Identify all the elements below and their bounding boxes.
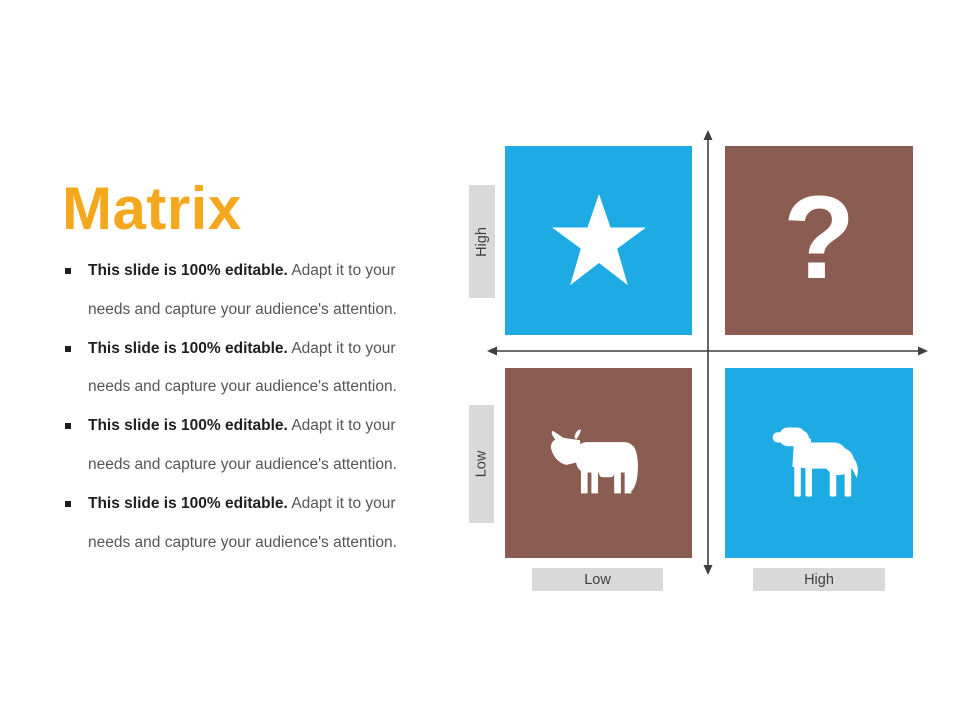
- bullet-item: This slide is 100% editable. Adapt it to…: [64, 252, 422, 330]
- bullet-item: This slide is 100% editable. Adapt it to…: [64, 407, 422, 485]
- cow-icon: [550, 429, 638, 494]
- quadrant-dog: [725, 368, 913, 558]
- bullet-square-icon: [65, 268, 71, 274]
- bullet-bold-text: This slide is 100% editable.: [88, 262, 288, 279]
- y-axis-high-label: High: [469, 185, 495, 298]
- bullet-text: Adapt it to your needs and capture your …: [88, 494, 397, 551]
- bullet-item: This slide is 100% editable. Adapt it to…: [64, 485, 422, 563]
- bullet-text: Adapt it to your needs and capture your …: [88, 339, 397, 396]
- bullet-bold-text: This slide is 100% editable.: [88, 417, 288, 435]
- quadrant-question-mark: ?: [725, 146, 913, 335]
- bullet-square-icon: [65, 345, 71, 352]
- dog-icon: [772, 427, 858, 497]
- bullet-text: Adapt it to your needs and capture your …: [88, 417, 397, 473]
- quadrant-cash-cow: [505, 368, 692, 558]
- bullet-item: This slide is 100% editable. Adapt it to…: [64, 330, 422, 408]
- star-icon: [551, 194, 646, 286]
- quadrant-star: [505, 146, 692, 335]
- bullet-square-icon: [65, 423, 71, 430]
- bullet-text: Adapt it to your needs and capture your …: [88, 262, 397, 318]
- page-title: Matrix: [62, 175, 242, 242]
- bullet-bold-text: This slide is 100% editable.: [88, 339, 288, 357]
- bullet-bold-text: This slide is 100% editable.: [88, 494, 288, 512]
- y-axis-low-label: Low: [469, 405, 494, 523]
- bullet-square-icon: [65, 500, 71, 507]
- bullet-list: This slide is 100% editable. Adapt it to…: [64, 252, 422, 562]
- question-mark-icon: ?: [782, 171, 856, 304]
- x-axis-high-label: High: [753, 568, 885, 591]
- x-axis-low-label: Low: [532, 568, 663, 591]
